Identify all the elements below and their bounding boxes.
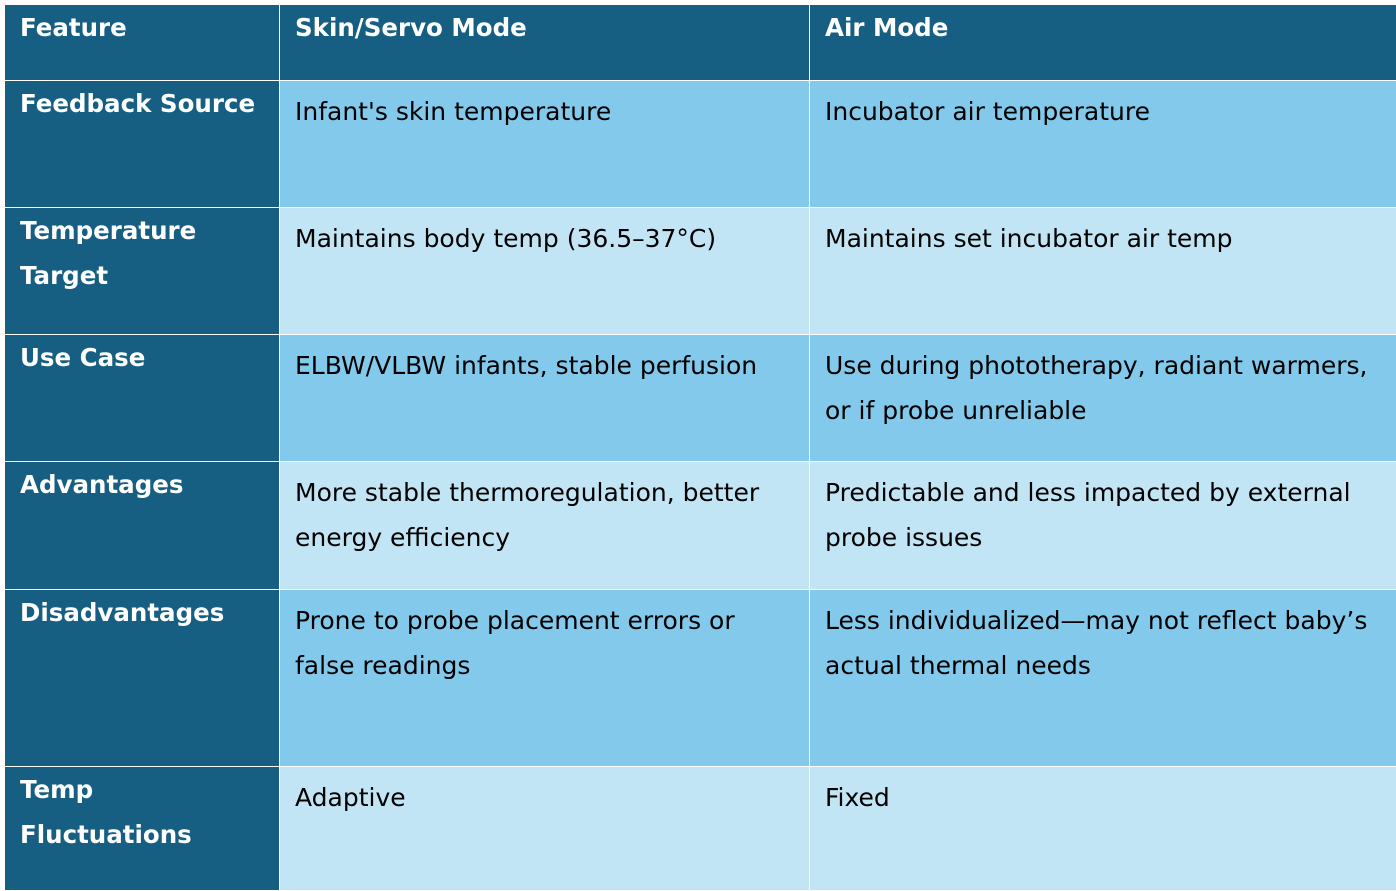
air-mode-cell: Use during phototherapy, radiant warmers…: [810, 335, 1396, 462]
skin-mode-cell: Infant's skin temperature: [280, 81, 810, 208]
skin-mode-cell: Maintains body temp (36.5–37°C): [280, 208, 810, 335]
skin-mode-cell: Prone to probe placement errors or false…: [280, 590, 810, 767]
table-row: Temperature Target Maintains body temp (…: [5, 208, 1396, 335]
air-mode-cell: Maintains set incubator air temp: [810, 208, 1396, 335]
table-row: Advantages More stable thermoregulation,…: [5, 462, 1396, 590]
table-row: Temp Fluctuations Adaptive Fixed: [5, 767, 1396, 891]
table-row: Disadvantages Prone to probe placement e…: [5, 590, 1396, 767]
air-mode-cell: Incubator air temperature: [810, 81, 1396, 208]
skin-mode-cell: ELBW/VLBW infants, stable perfusion: [280, 335, 810, 462]
row-feature-label: Disadvantages: [5, 590, 280, 767]
air-mode-cell: Predictable and less impacted by externa…: [810, 462, 1396, 590]
header-air-mode: Air Mode: [810, 5, 1396, 81]
row-feature-label: Temperature Target: [5, 208, 280, 335]
table-header-row: Feature Skin/Servo Mode Air Mode: [5, 5, 1396, 81]
skin-mode-cell: Adaptive: [280, 767, 810, 891]
comparison-table-container: Feature Skin/Servo Mode Air Mode Feedbac…: [4, 4, 1396, 891]
row-feature-label: Use Case: [5, 335, 280, 462]
skin-mode-cell: More stable thermoregulation, better ene…: [280, 462, 810, 590]
table-row: Use Case ELBW/VLBW infants, stable perfu…: [5, 335, 1396, 462]
header-feature: Feature: [5, 5, 280, 81]
comparison-table: Feature Skin/Servo Mode Air Mode Feedbac…: [4, 4, 1396, 891]
header-skin-servo-mode: Skin/Servo Mode: [280, 5, 810, 81]
air-mode-cell: Fixed: [810, 767, 1396, 891]
table-row: Feedback Source Infant's skin temperatur…: [5, 81, 1396, 208]
row-feature-label: Feedback Source: [5, 81, 280, 208]
air-mode-cell: Less individualized—may not reflect baby…: [810, 590, 1396, 767]
row-feature-label: Temp Fluctuations: [5, 767, 280, 891]
row-feature-label: Advantages: [5, 462, 280, 590]
